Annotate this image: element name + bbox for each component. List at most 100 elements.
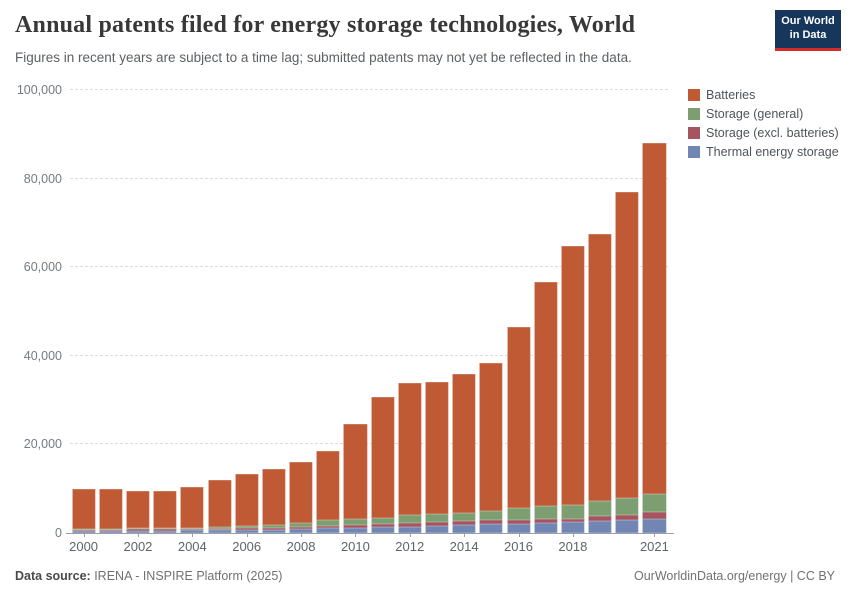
bar-segment[interactable] [343,518,367,525]
bar-segment[interactable] [289,522,313,527]
bar-segment[interactable] [398,382,422,515]
bar-segment[interactable] [153,528,177,530]
bar-segment[interactable] [479,519,503,525]
bar-segment[interactable] [588,521,612,533]
bar-segment[interactable] [289,529,313,533]
bar-2005[interactable] [207,90,232,533]
bar-segment[interactable] [343,524,367,528]
bar-segment[interactable] [615,191,639,499]
bar-segment[interactable] [425,525,449,533]
bar-segment[interactable] [398,526,422,533]
bar-segment[interactable] [180,486,204,528]
bar-2015[interactable] [479,90,503,533]
bar-segment[interactable] [153,491,177,529]
bar-segment[interactable] [425,521,449,526]
bar-segment[interactable] [126,490,150,529]
bar-segment[interactable] [506,327,531,509]
bar-segment[interactable] [207,479,232,528]
bar-2014[interactable] [452,90,476,533]
bar-segment[interactable] [289,462,313,523]
bar-segment[interactable] [235,525,259,529]
bar-segment[interactable] [126,529,150,531]
bar-segment[interactable] [452,520,476,526]
bar-segment[interactable] [126,530,150,533]
bar-segment[interactable] [561,505,585,520]
bar-segment[interactable] [615,519,639,533]
bar-2020[interactable] [615,90,639,533]
bar-segment[interactable] [99,528,123,530]
bar-segment[interactable] [99,530,123,533]
bar-segment[interactable] [425,513,449,522]
bar-segment[interactable] [506,524,531,533]
bar-segment[interactable] [506,508,531,521]
bar-segment[interactable] [479,524,503,533]
bar-segment[interactable] [316,525,340,529]
bar-2011[interactable] [370,90,395,533]
bar-segment[interactable] [615,514,639,520]
bar-segment[interactable] [99,529,123,531]
attribution-link[interactable]: OurWorldinData.org/energy | CC BY [633,569,835,583]
bar-segment[interactable] [588,234,612,502]
bar-segment[interactable] [153,530,177,533]
bar-2016[interactable] [506,90,531,533]
bar-segment[interactable] [316,520,340,526]
bar-segment[interactable] [316,451,340,521]
bar-segment[interactable] [425,381,449,514]
bar-2021[interactable] [642,90,666,533]
bar-2012[interactable] [398,90,422,533]
bar-segment[interactable] [126,528,150,530]
bar-2002[interactable] [126,90,150,533]
bar-2009[interactable] [316,90,340,533]
bar-segment[interactable] [71,530,96,533]
bar-segment[interactable] [262,527,286,530]
bar-segment[interactable] [642,142,666,495]
bar-segment[interactable] [71,529,96,531]
bar-segment[interactable] [180,527,204,530]
bar-segment[interactable] [398,514,422,523]
bar-segment[interactable] [370,527,395,533]
legend-item[interactable]: Batteries [688,88,839,102]
bar-segment[interactable] [262,524,286,528]
bar-segment[interactable] [452,513,476,521]
bar-segment[interactable] [343,424,367,519]
bar-2019[interactable] [588,90,612,533]
bar-2006[interactable] [235,90,259,533]
bar-2017[interactable] [534,90,558,533]
bar-segment[interactable] [71,489,96,530]
bar-segment[interactable] [534,523,558,533]
bar-segment[interactable] [235,528,259,530]
bar-2007[interactable] [262,90,286,533]
bar-segment[interactable] [561,245,585,506]
bar-segment[interactable] [99,488,123,529]
bar-segment[interactable] [561,519,585,523]
bar-segment[interactable] [534,506,558,520]
bar-segment[interactable] [370,396,395,518]
bar-2013[interactable] [425,90,449,533]
bar-segment[interactable] [207,528,232,531]
bar-segment[interactable] [207,527,232,529]
bar-2003[interactable] [153,90,177,533]
legend-item[interactable]: Storage (excl. batteries) [688,126,839,140]
bar-segment[interactable] [615,498,639,515]
bar-segment[interactable] [534,519,558,524]
bar-segment[interactable] [180,529,204,531]
bar-segment[interactable] [452,373,476,514]
bar-segment[interactable] [479,362,503,511]
bar-segment[interactable] [289,526,313,530]
bar-segment[interactable] [479,510,503,520]
bar-segment[interactable] [207,530,232,533]
bar-2010[interactable] [343,90,367,533]
bar-segment[interactable] [370,524,395,528]
bar-segment[interactable] [262,469,286,525]
bar-segment[interactable] [561,522,585,533]
bar-2001[interactable] [99,90,123,533]
bar-segment[interactable] [180,530,204,533]
bar-2018[interactable] [561,90,585,533]
bar-2000[interactable] [71,90,96,533]
bar-segment[interactable] [262,529,286,533]
bar-segment[interactable] [588,501,612,516]
bar-segment[interactable] [316,528,340,533]
bar-segment[interactable] [370,517,395,525]
legend-item[interactable]: Thermal energy storage [688,145,839,159]
bar-segment[interactable] [343,527,367,533]
